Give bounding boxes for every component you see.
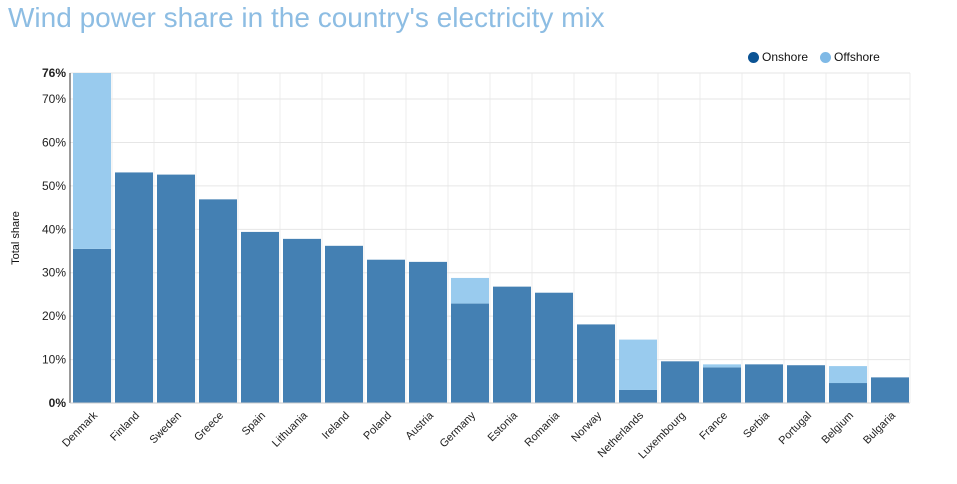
x-tick-label: Poland	[361, 410, 394, 443]
x-tick-label: Finland	[108, 410, 142, 444]
legend: Onshore Offshore	[748, 50, 880, 64]
x-tick-label: Greece	[192, 410, 226, 444]
bar-offshore[interactable]	[829, 366, 867, 384]
chart-title: Wind power share in the country's electr…	[8, 2, 605, 33]
bar-offshore[interactable]	[73, 73, 111, 249]
bar-onshore[interactable]	[619, 389, 657, 403]
bar-onshore[interactable]	[577, 324, 615, 403]
bar-offshore[interactable]	[451, 277, 489, 304]
x-tick-label: Estonia	[486, 409, 521, 444]
y-tick-label: 10%	[42, 353, 66, 367]
bar-onshore[interactable]	[871, 377, 909, 403]
bar-onshore[interactable]	[661, 361, 699, 403]
x-tick-label: Belgium	[820, 410, 857, 447]
x-tick-label: Spain	[240, 410, 268, 438]
legend-item-offshore[interactable]: Offshore	[820, 50, 880, 64]
bar-onshore[interactable]	[115, 172, 153, 403]
bar-offshore[interactable]	[619, 339, 657, 390]
x-tick-label: Ireland	[320, 410, 352, 442]
x-tick-label: Denmark	[60, 409, 100, 449]
y-tick-label: 30%	[42, 266, 66, 280]
y-axis-label: Total share	[10, 211, 22, 265]
y-tick-label: 70%	[42, 92, 66, 106]
x-tick-label: Norway	[569, 409, 604, 444]
bar-onshore[interactable]	[199, 199, 237, 403]
x-tick-label: Romania	[523, 409, 563, 449]
bar-offshore[interactable]	[703, 364, 741, 368]
bar-onshore[interactable]	[703, 367, 741, 403]
bar-onshore[interactable]	[73, 248, 111, 403]
y-tick-label: 0%	[49, 396, 67, 410]
bar-onshore[interactable]	[409, 261, 447, 403]
bar-onshore[interactable]	[283, 238, 321, 403]
y-tick-label: 76%	[42, 66, 66, 80]
x-tick-label: Austria	[403, 409, 436, 442]
legend-onshore-label: Onshore	[762, 50, 809, 64]
bar-onshore[interactable]	[493, 286, 531, 403]
bar-onshore[interactable]	[829, 383, 867, 403]
x-tick-label: Germany	[438, 409, 479, 450]
bar-onshore[interactable]	[241, 231, 279, 403]
y-tick-label: 40%	[42, 222, 66, 236]
legend-offshore-label: Offshore	[834, 50, 880, 64]
bar-onshore[interactable]	[325, 245, 363, 403]
y-tick-label: 50%	[42, 179, 66, 193]
x-tick-label: Lithuania	[270, 409, 311, 450]
x-tick-label: France	[697, 410, 730, 443]
legend-item-onshore[interactable]: Onshore	[748, 50, 808, 64]
y-tick-label: 60%	[42, 135, 66, 149]
bar-onshore[interactable]	[787, 365, 825, 403]
y-tick-label: 20%	[42, 309, 66, 323]
x-tick-label: Portugal	[777, 410, 814, 447]
x-tick-label: Serbia	[741, 409, 773, 441]
x-tick-label: Bulgaria	[861, 409, 899, 447]
bar-onshore[interactable]	[451, 303, 489, 403]
bar-onshore[interactable]	[745, 364, 783, 403]
legend-offshore-marker	[820, 51, 832, 63]
legend-onshore-marker	[748, 51, 759, 63]
bar-onshore[interactable]	[157, 174, 195, 403]
bar-onshore[interactable]	[367, 259, 405, 403]
bar-onshore[interactable]	[535, 292, 573, 403]
x-tick-label: Sweden	[148, 410, 185, 447]
